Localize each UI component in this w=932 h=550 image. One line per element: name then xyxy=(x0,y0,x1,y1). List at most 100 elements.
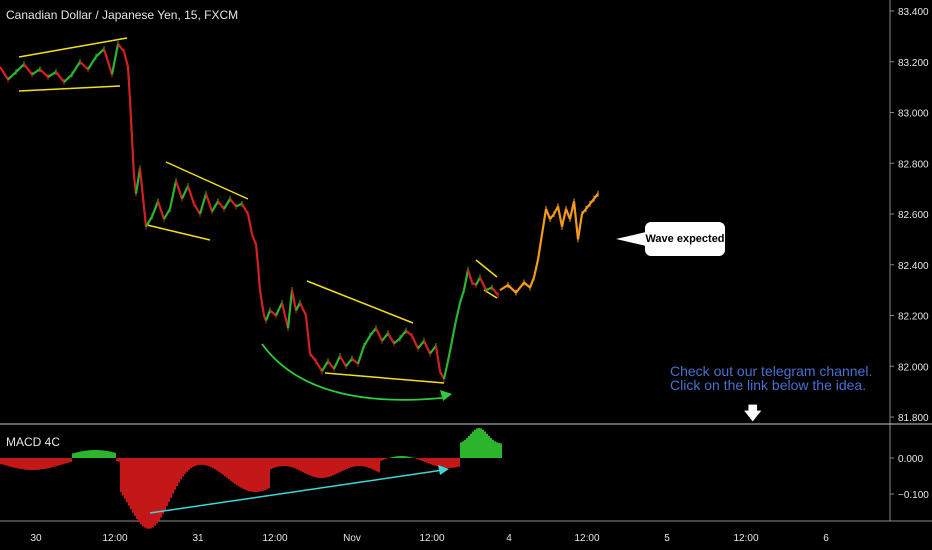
macd-bar xyxy=(42,458,44,470)
wave-expected-callout: Wave expected xyxy=(645,222,725,256)
time-tick-label: 12:00 xyxy=(102,533,127,544)
price-tick-label: 83.000 xyxy=(898,109,929,120)
macd-bar xyxy=(458,458,460,467)
projection-segment xyxy=(556,206,564,227)
divergence-arrowhead xyxy=(438,465,449,475)
macd-bar xyxy=(52,458,54,468)
price-tick-label: 82.800 xyxy=(898,159,929,170)
macd-bar xyxy=(290,458,292,468)
price-segment xyxy=(23,63,33,76)
macd-bar xyxy=(324,458,326,478)
macd-bar xyxy=(444,458,446,468)
macd-bar xyxy=(424,458,426,462)
macd-bar xyxy=(234,458,236,484)
price-segment xyxy=(128,99,134,138)
macd-bar xyxy=(366,458,368,468)
macd-bar xyxy=(466,438,468,458)
price-segment xyxy=(339,355,347,367)
price-segment xyxy=(333,355,341,370)
macd-bar xyxy=(134,458,136,517)
macd-bar xyxy=(338,458,340,473)
macd-bar xyxy=(160,458,162,518)
macd-bar xyxy=(446,458,448,468)
price-segment xyxy=(168,180,178,210)
projection-segment xyxy=(540,208,548,235)
macd-bar xyxy=(248,458,250,492)
price-segment xyxy=(321,360,329,372)
macd-bar xyxy=(272,458,274,469)
macd-bar xyxy=(386,458,388,459)
macd-bar xyxy=(478,428,480,458)
macd-bar xyxy=(492,439,494,458)
macd-bar xyxy=(482,429,484,458)
macd-bar xyxy=(420,458,422,461)
price-segment xyxy=(295,302,301,311)
macd-bar xyxy=(396,456,398,458)
macd-bar xyxy=(434,458,436,466)
macd-bar xyxy=(192,458,194,468)
macd-bar xyxy=(92,450,94,458)
price-segment xyxy=(15,63,25,73)
macd-bar xyxy=(232,458,234,483)
telegram-line-2: Click on the link below the idea. xyxy=(670,377,867,393)
channel-bottom-1 xyxy=(18,85,121,92)
macd-bar xyxy=(394,456,396,458)
macd-bar xyxy=(486,433,488,458)
price-segment xyxy=(485,286,493,292)
macd-bar xyxy=(64,458,66,464)
macd-bar xyxy=(138,458,140,522)
macd-bar xyxy=(96,450,98,458)
macd-bar xyxy=(216,458,218,471)
macd-bar xyxy=(90,450,92,458)
price-segment xyxy=(246,213,254,235)
macd-bar xyxy=(132,458,134,513)
macd-bar xyxy=(454,458,456,468)
price-tick-label: 81.800 xyxy=(898,413,929,424)
macd-bar xyxy=(418,458,420,460)
price-segment xyxy=(250,233,258,245)
price-segment xyxy=(145,215,153,228)
macd-bar xyxy=(84,450,86,458)
channel-bottom-3 xyxy=(324,372,445,384)
macd-bar xyxy=(264,458,266,491)
macd-bar xyxy=(346,458,348,469)
price-segment xyxy=(417,340,425,350)
time-tick-label: 12:00 xyxy=(574,533,599,544)
macd-bar xyxy=(118,458,120,462)
macd-bar xyxy=(182,458,184,477)
price-segment xyxy=(454,302,462,321)
price-axis: 83.400 83.200 83.000 82.800 82.600 82.400 82.2… xyxy=(890,7,929,424)
macd-bar xyxy=(22,458,24,470)
macd-bar xyxy=(300,458,302,472)
macd-bar xyxy=(200,458,202,465)
macd-bar xyxy=(278,458,280,467)
macd-bar xyxy=(236,458,238,486)
price-segment xyxy=(286,290,294,329)
price-segment xyxy=(309,352,317,362)
macd-bar xyxy=(474,429,476,458)
time-tick-label: 6 xyxy=(823,533,829,544)
price-segment xyxy=(356,345,366,365)
price-segment xyxy=(434,345,442,372)
time-tick-label: 30 xyxy=(30,533,42,544)
macd-bar xyxy=(186,458,188,472)
macd-bar xyxy=(48,458,50,469)
macd-bar xyxy=(40,458,42,470)
macd-bar xyxy=(46,458,48,469)
macd-bar xyxy=(198,458,200,465)
projection-segment xyxy=(499,284,509,292)
macd-bar xyxy=(126,458,128,503)
macd-bar xyxy=(448,458,450,468)
macd-bar xyxy=(58,458,60,466)
macd-bar xyxy=(226,458,228,478)
price-segment xyxy=(95,48,105,58)
price-segment xyxy=(256,264,262,291)
macd-bar xyxy=(50,458,52,468)
price-segment xyxy=(387,332,395,344)
macd-indicator-label[interactable]: MACD 4C xyxy=(6,435,61,449)
macd-bar xyxy=(436,458,438,467)
macd-bar xyxy=(86,450,88,458)
macd-bar xyxy=(202,458,204,465)
macd-bar xyxy=(180,458,182,480)
